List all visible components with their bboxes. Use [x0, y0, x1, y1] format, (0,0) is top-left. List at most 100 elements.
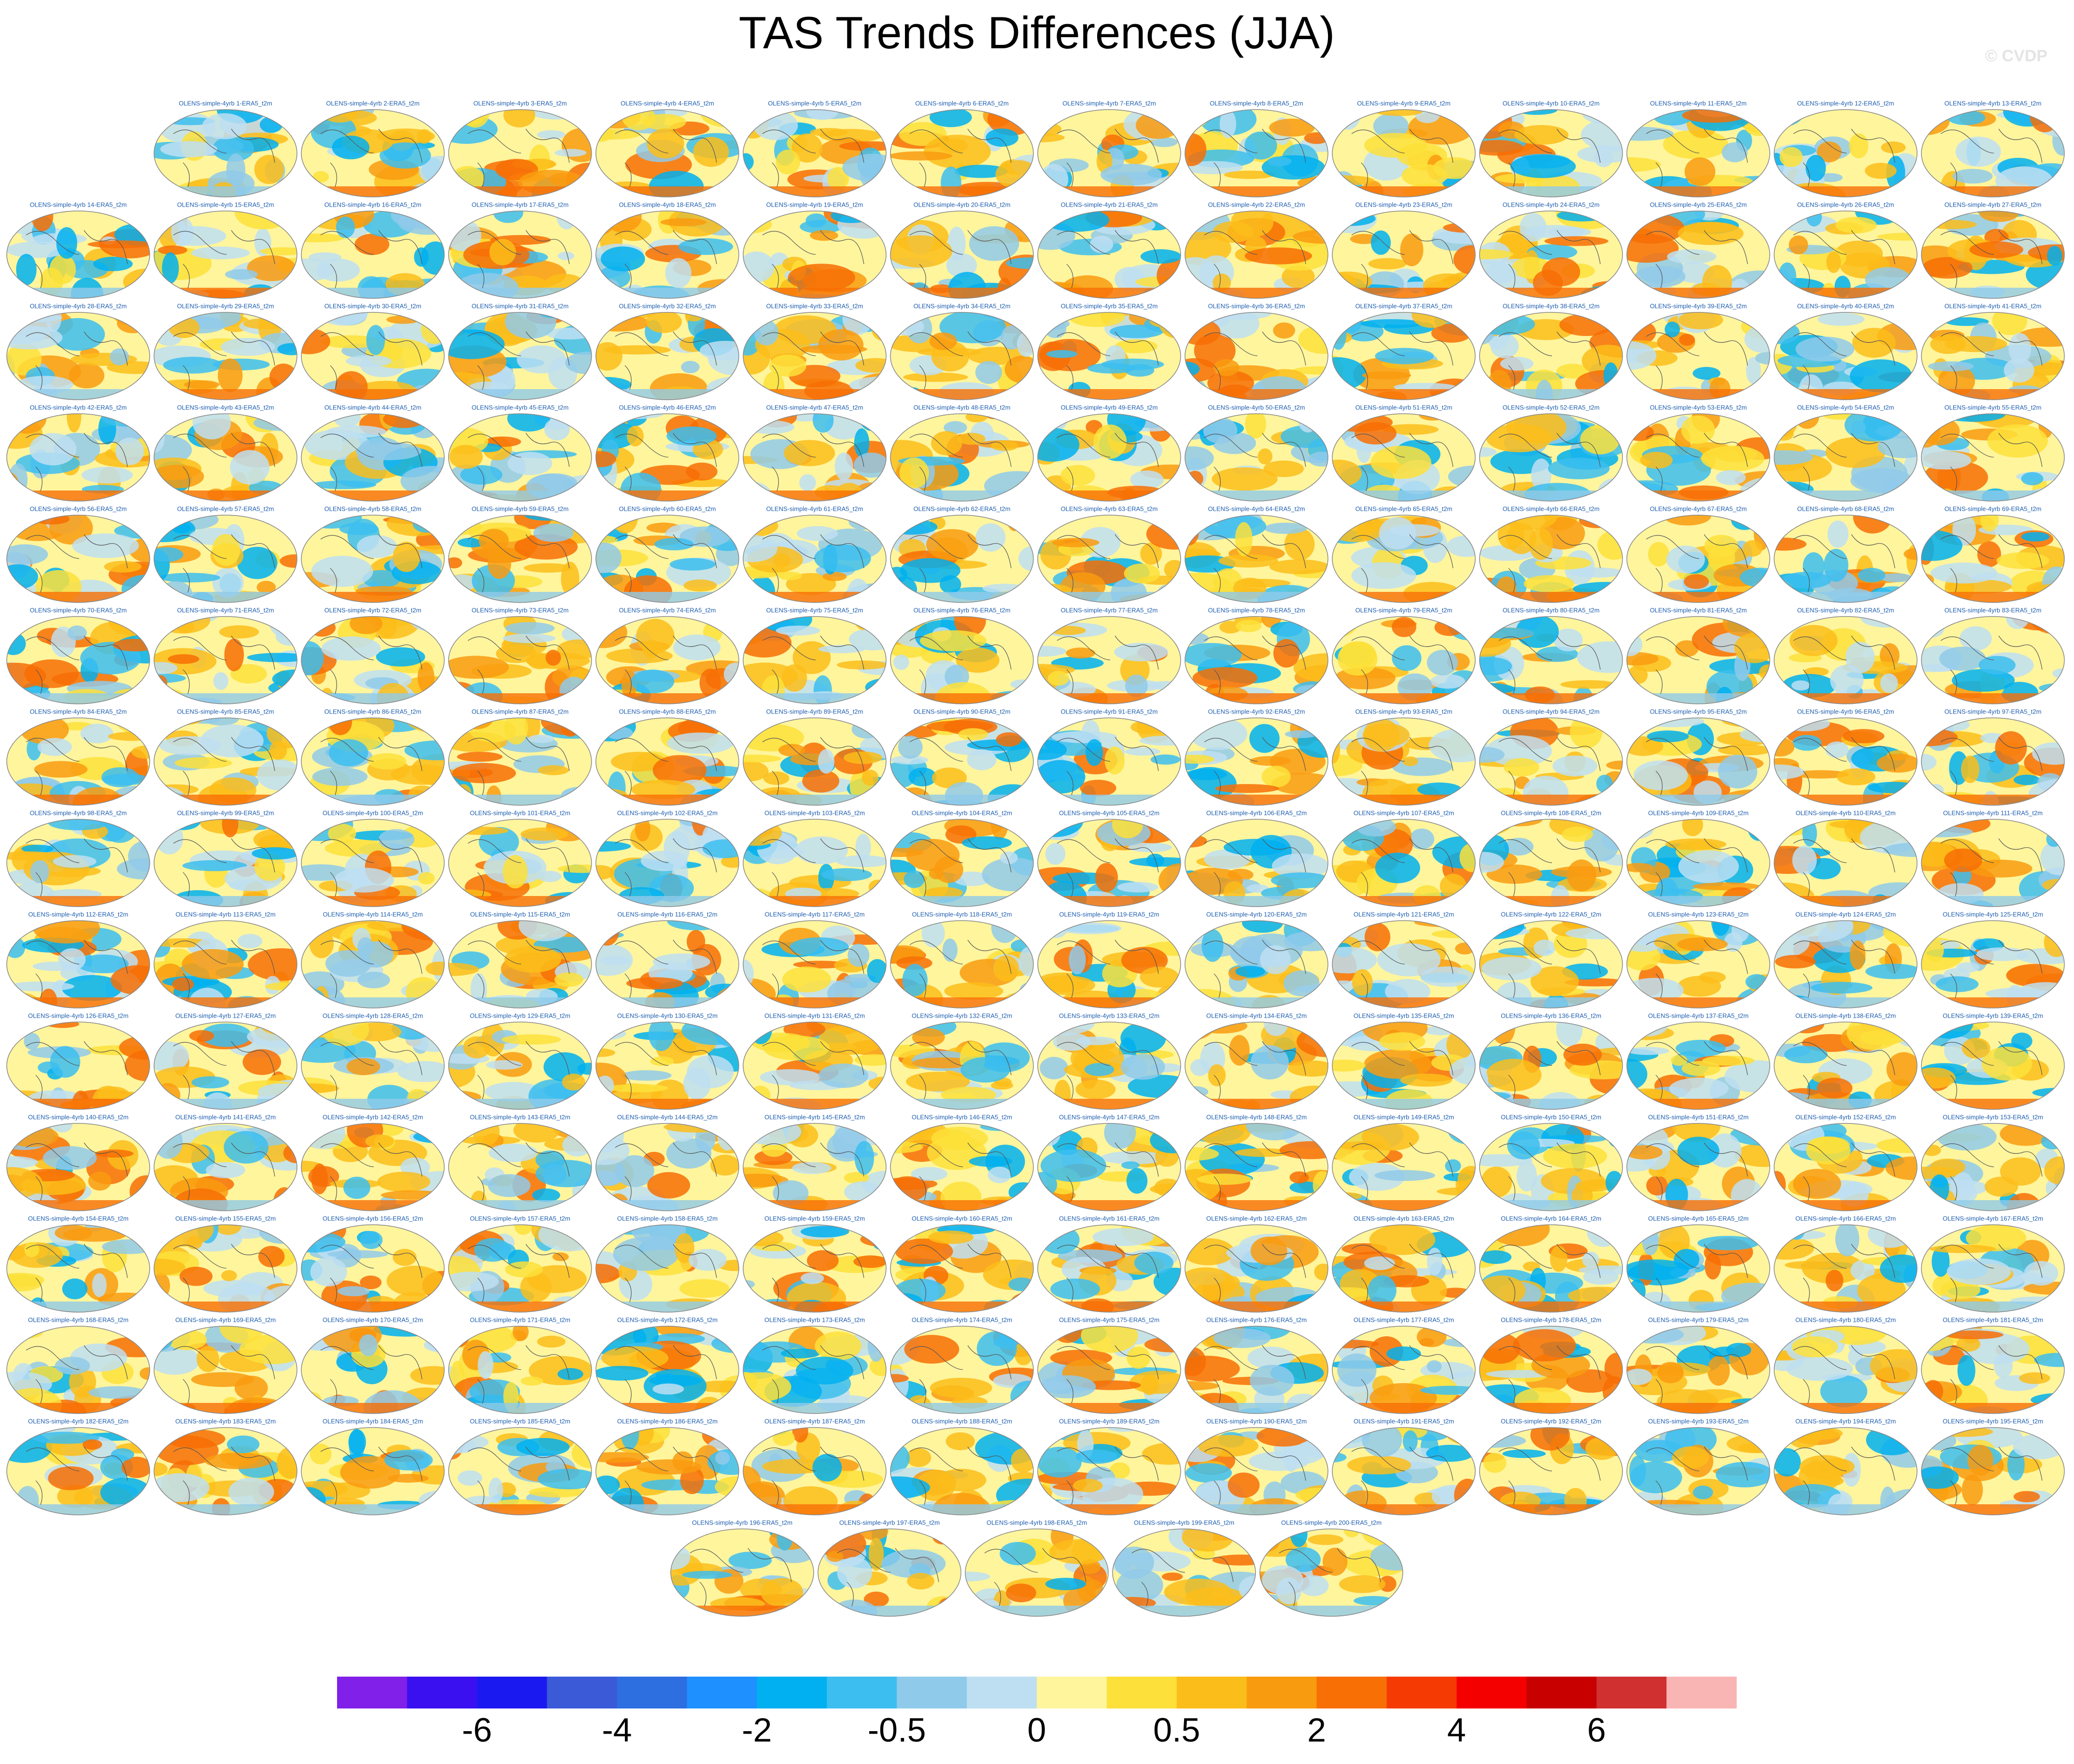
map-blob — [743, 755, 781, 763]
map-field — [301, 211, 444, 298]
map-blob — [906, 839, 960, 871]
map-field — [7, 921, 150, 1008]
panel-title: OLENS-simple-4yrb 61-ERA5_t2m — [766, 505, 863, 512]
map-blob — [247, 1025, 297, 1048]
map-blob — [253, 415, 297, 431]
map-blob — [635, 819, 650, 841]
map-panel: OLENS-simple-4yrb 91-ERA5_t2m — [1037, 708, 1181, 806]
map-field — [1038, 616, 1181, 704]
map-blob — [1880, 673, 1898, 693]
map-blob — [854, 1054, 886, 1066]
map-blob — [1560, 680, 1617, 689]
map-blob — [769, 354, 806, 377]
map-polar-band — [1185, 1200, 1328, 1211]
map-polar-band — [154, 186, 297, 197]
map-panel: OLENS-simple-4yrb 3-ERA5_t2m — [448, 99, 592, 197]
map-coastline — [762, 534, 864, 593]
map-blob — [1126, 1168, 1148, 1194]
map-blob — [479, 529, 509, 553]
map-blob — [1627, 126, 1674, 141]
map-blob — [1038, 584, 1072, 598]
map-panel: OLENS-simple-4yrb 74-ERA5_t2m — [595, 606, 739, 704]
map-panel: OLENS-simple-4yrb 167-ERA5_t2m — [1921, 1215, 2065, 1313]
map-blob — [1185, 446, 1214, 470]
map-blob — [1678, 222, 1744, 245]
map-panel: OLENS-simple-4yrb 43-ERA5_t2m — [154, 404, 297, 502]
map-blob — [702, 839, 739, 858]
map-blob — [1213, 359, 1240, 376]
map-blob — [535, 1160, 592, 1188]
map-blob — [45, 1022, 80, 1028]
map-coastline — [1940, 838, 2043, 897]
map-blob — [1360, 319, 1423, 328]
map-outline — [448, 717, 592, 806]
map-blob — [1466, 686, 1475, 704]
map-coastline — [467, 939, 570, 998]
map-blob — [561, 128, 592, 162]
map-polar-band — [154, 389, 297, 400]
map-blob — [532, 1188, 561, 1202]
map-blob — [969, 1156, 1013, 1167]
map-coastline — [1646, 737, 1748, 796]
map-blob — [393, 1248, 417, 1266]
panel-title: OLENS-simple-4yrb 93-ERA5_t2m — [1355, 708, 1453, 715]
map-panel: OLENS-simple-4yrb 39-ERA5_t2m — [1626, 302, 1770, 400]
map-blob — [1351, 562, 1416, 589]
map-field — [1332, 312, 1475, 400]
map-outline — [890, 413, 1034, 502]
map-field — [1332, 1022, 1475, 1109]
map-blob — [1000, 851, 1018, 864]
map-blob — [857, 1094, 886, 1109]
map-blob — [1197, 1174, 1252, 1185]
map-blob — [890, 821, 911, 830]
map-outline — [1479, 312, 1623, 400]
map-blob — [1219, 110, 1236, 139]
map-blob — [1879, 573, 1913, 582]
map-polar-band — [7, 896, 150, 907]
map-blob — [269, 364, 297, 391]
map-blob — [1486, 1059, 1542, 1092]
map-blob — [1368, 1275, 1397, 1306]
panel-title: OLENS-simple-4yrb 9-ERA5_t2m — [1357, 99, 1451, 107]
map-outline — [743, 1224, 887, 1313]
map-coastline — [173, 737, 275, 796]
map-blob — [1678, 850, 1739, 883]
map-coastline — [1940, 737, 2043, 796]
map-field — [1774, 1123, 1917, 1211]
map-field — [449, 1326, 592, 1414]
panel-title: OLENS-simple-4yrb 2-ERA5_t2m — [326, 99, 420, 107]
map-blob — [191, 1076, 229, 1089]
map-blob — [1447, 535, 1475, 557]
map-polar-band — [890, 997, 1033, 1008]
map-blob — [1825, 437, 1886, 468]
map-panel: OLENS-simple-4yrb 131-ERA5_t2m — [743, 1012, 887, 1110]
map-blob — [1092, 1228, 1154, 1246]
map-blob — [301, 986, 325, 1008]
panel-title: OLENS-simple-4yrb 173-ERA5_t2m — [764, 1316, 865, 1323]
map-blob — [1208, 1064, 1226, 1087]
panel-title: OLENS-simple-4yrb 82-ERA5_t2m — [1797, 606, 1894, 614]
map-polar-band — [1480, 490, 1623, 501]
map-outline — [1626, 109, 1770, 197]
map-field — [596, 414, 739, 501]
map-polar-band — [743, 693, 886, 704]
panel-title: OLENS-simple-4yrb 56-ERA5_t2m — [30, 505, 127, 512]
map-outline — [1037, 109, 1181, 197]
map-polar-band — [1038, 795, 1181, 805]
map-panel: OLENS-simple-4yrb 54-ERA5_t2m — [1774, 404, 1918, 502]
map-blob — [1791, 680, 1810, 691]
map-panel: OLENS-simple-4yrb 23-ERA5_t2m — [1332, 201, 1476, 299]
map-blob — [552, 1252, 569, 1261]
map-blob — [1952, 1172, 1974, 1203]
map-blob — [1307, 895, 1324, 907]
map-blob — [1426, 1247, 1442, 1275]
map-blob — [1881, 141, 1906, 154]
map-blob — [1480, 1250, 1512, 1264]
map-blob — [601, 1346, 669, 1370]
map-panel: OLENS-simple-4yrb 25-ERA5_t2m — [1626, 201, 1770, 299]
map-polar-band — [7, 490, 150, 501]
map-blob — [1245, 414, 1267, 439]
map-outline — [1626, 515, 1770, 603]
map-blob — [406, 977, 441, 1008]
map-blob — [647, 128, 684, 159]
